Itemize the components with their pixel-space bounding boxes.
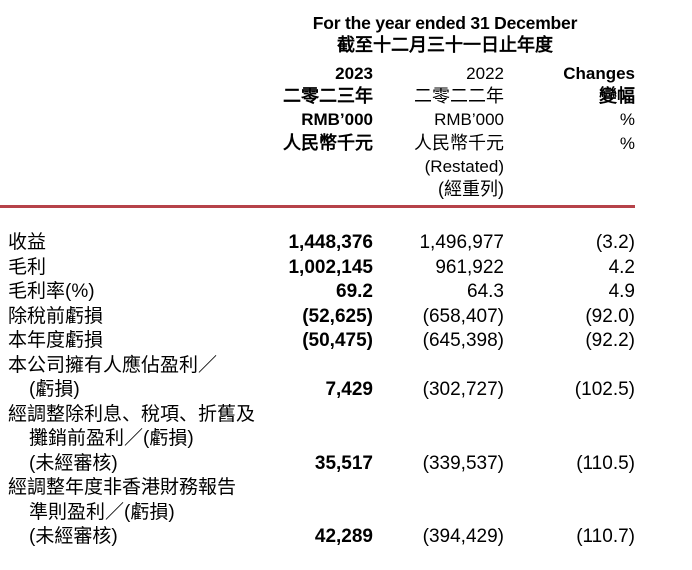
header-changes-label: Changes [563,64,635,83]
header-changes-label-zh: 變幅 [599,86,635,107]
row-label: 本年度虧損 [8,330,104,351]
header-divider-rule [0,205,635,208]
header-row-unit: RMB’000 RMB’000 % [8,108,635,131]
period-heading-en: For the year ended 31 December [312,13,578,33]
value-2022: (658,407) [422,305,504,327]
table-row: 毛利率(%) 69.2 64.3 4.9 [8,280,635,305]
header-row-year: 2023 2022 Changes [8,62,635,85]
value-change: 4.9 [608,281,635,302]
value-change [504,476,635,501]
header-changes-unit: % [619,110,635,130]
value-2023 [280,476,373,501]
row-label: 除稅前虧損 [8,305,104,327]
period-heading: For the year ended 31 December 截至十二月三十一日… [280,12,610,56]
value-2022 [373,427,504,452]
value-2022: (339,537) [422,452,504,474]
header-2022-year-zh: 二零二二年 [414,86,504,107]
row-label: 攤銷前盈利／(虧損) [29,428,194,449]
value-change [504,354,635,379]
row-label: 經調整除利息、稅項、折舊及 [8,403,256,425]
header-2022-unit: RMB’000 [434,110,504,130]
value-2022: 961,922 [435,256,504,278]
value-change: 4.2 [608,256,635,278]
value-change: (92.2) [585,330,635,351]
value-change: (3.2) [595,232,635,253]
header-2022-year: 2022 [466,64,504,83]
value-2022: 1,496,977 [419,232,504,253]
header-2022-unit-zh: 人民幣千元 [414,132,504,153]
table-row: 本年度虧損 (50,475) (645,398) (92.2) [8,329,635,354]
value-2023: (50,475) [302,330,373,351]
value-change: (110.5) [576,452,635,474]
row-label: (未經審核) [29,526,118,547]
value-2023: 7,429 [325,379,373,400]
value-change: (110.7) [576,526,635,547]
header-2023-unit: RMB’000 [301,110,373,130]
header-2023-year-zh: 二零二三年 [283,86,373,107]
header-2022-restated: (Restated) [424,156,504,176]
row-label: (虧損) [29,379,80,400]
header-2023-unit-zh: 人民幣千元 [283,132,373,153]
row-label: 經調整年度非香港財務報告 [8,477,237,498]
column-headers: 2023 2022 Changes 二零二三年 二零二二年 變幅 RMB’000… [0,62,635,201]
header-row-restated-zh: (經重列) [8,178,635,201]
header-2022-restated-zh: (經重列) [438,179,504,200]
value-2022 [373,403,504,428]
value-2023: (52,625) [302,305,373,327]
value-2022 [373,501,504,526]
table-rows: 收益 1,448,376 1,496,977 (3.2) 毛利 1,002,14… [0,231,635,550]
value-2022 [373,354,504,379]
value-change [504,427,635,452]
value-2023: 69.2 [336,281,373,302]
value-change: (92.0) [585,305,635,327]
value-2023 [280,427,373,452]
value-2023 [280,354,373,379]
table-row: (未經審核) 42,289 (394,429) (110.7) [8,525,635,550]
table-row: 收益 1,448,376 1,496,977 (3.2) [8,231,635,256]
header-row-year-zh: 二零二三年 二零二二年 變幅 [8,85,635,108]
header-changes-unit-2: % [619,133,635,153]
table-row: (未經審核) 35,517 (339,537) (110.5) [8,452,635,477]
table-row: 攤銷前盈利／(虧損) [8,427,635,452]
value-change [504,403,635,428]
value-2022: (645,398) [422,330,504,351]
value-2023: 1,002,145 [288,256,373,278]
value-change: (102.5) [574,379,635,400]
row-label: 準則盈利／(虧損) [29,501,175,523]
header-row-restated: (Restated) [8,155,635,178]
value-2023 [280,403,373,428]
table-row: 除稅前虧損 (52,625) (658,407) (92.0) [8,305,635,330]
table-row: 準則盈利／(虧損) [8,501,635,526]
value-2023: 35,517 [314,452,373,474]
table-row: (虧損) 7,429 (302,727) (102.5) [8,378,635,403]
table-row: 本公司擁有人應佔盈利／ [8,354,635,379]
value-2023 [280,501,373,526]
value-2023: 1,448,376 [288,232,373,253]
row-label: 毛利率(%) [8,281,95,302]
table-row: 經調整除利息、稅項、折舊及 [8,403,635,428]
row-label: (未經審核) [29,452,118,474]
row-label: 收益 [8,232,47,253]
row-label: 本公司擁有人應佔盈利／ [8,354,218,376]
period-heading-zh: 截至十二月三十一日止年度 [337,35,553,55]
row-label: 毛利 [8,256,47,278]
value-2022 [373,476,504,501]
value-2022: (302,727) [422,379,504,400]
header-2023-year: 2023 [335,64,373,83]
value-change [504,501,635,526]
value-2022: (394,429) [422,526,504,547]
value-2022: 64.3 [467,281,504,302]
table-row: 毛利 1,002,145 961,922 4.2 [8,256,635,281]
header-row-unit-zh: 人民幣千元 人民幣千元 % [8,132,635,155]
table-row: 經調整年度非香港財務報告 [8,476,635,501]
value-2023: 42,289 [314,526,373,547]
